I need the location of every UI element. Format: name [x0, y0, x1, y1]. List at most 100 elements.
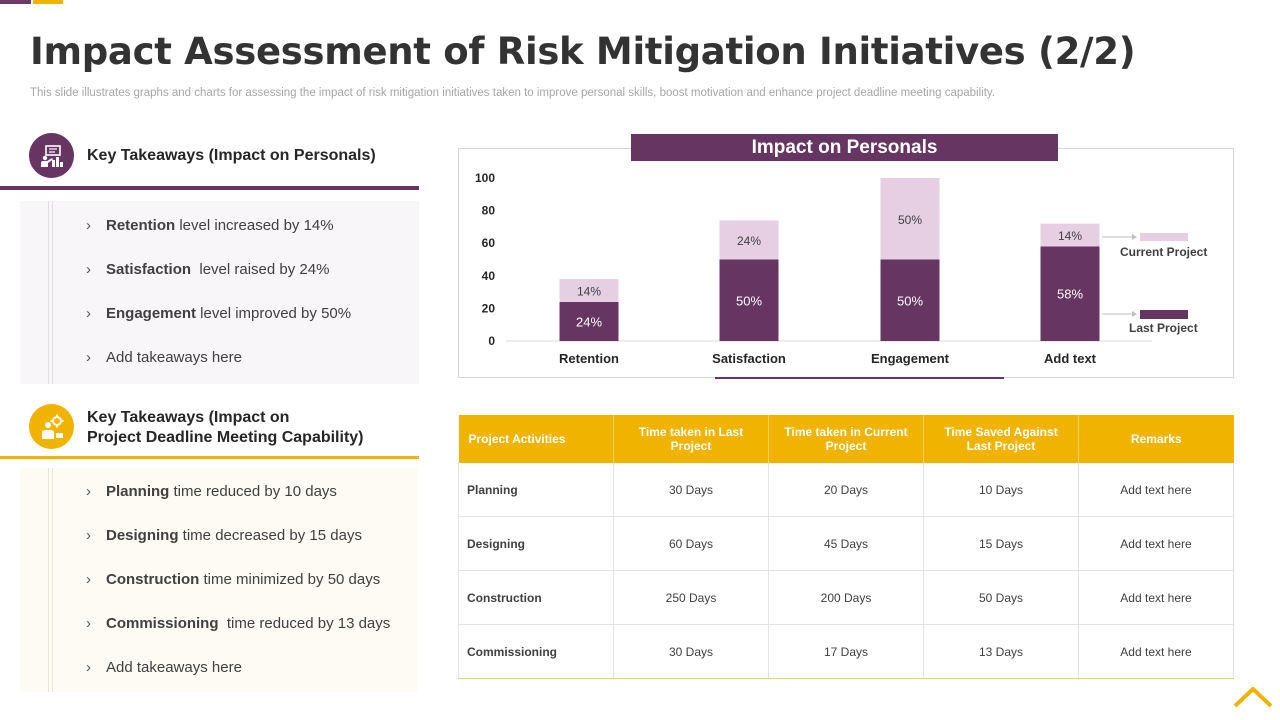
- table-cell: 10 Days: [923, 463, 1079, 517]
- takeaway-keyword: Retention: [106, 217, 176, 234]
- table-cell: 13 Days: [923, 624, 1079, 679]
- table-header-cell: Project Activities: [458, 415, 614, 463]
- chart-title: Impact on Personals: [631, 134, 1058, 161]
- takeaway-keyword: Satisfaction: [106, 261, 192, 278]
- takeaway-item: › Planning time reduced by 10 days: [86, 483, 337, 500]
- y-tick-label: 20: [482, 301, 496, 315]
- x-category-label: Retention: [559, 351, 619, 366]
- table-row: Construction 250 Days 200 Days 50 Days Add t…: [458, 570, 1234, 625]
- bar-current-project: [880, 178, 940, 260]
- table-cell: 250 Days: [613, 570, 769, 625]
- legend-label-last: Last Project: [1129, 321, 1198, 335]
- y-tick-label: 60: [482, 236, 496, 250]
- takeaway-keyword: Designing: [106, 527, 179, 544]
- table-header-cell: Time taken in Last Project: [613, 415, 769, 463]
- presentation-icon: [29, 133, 74, 178]
- x-category-label: Satisfaction: [712, 351, 786, 366]
- home-icon[interactable]: [1232, 684, 1274, 715]
- table-row: Commissioning 30 Days 17 Days 13 Days Add te…: [458, 624, 1234, 679]
- table-cell: Planning: [458, 463, 614, 517]
- takeaway-item: › Commissioning time reduced by 13 days: [86, 615, 390, 632]
- table-row: Designing 60 Days 45 Days 15 Days Add text h…: [458, 516, 1234, 571]
- chevron-right-icon: ›: [86, 217, 91, 234]
- table-cell: Commissioning: [458, 624, 614, 679]
- takeaway-keyword: Commissioning: [106, 615, 219, 632]
- bar-last-project: [880, 259, 940, 341]
- personals-divider: [0, 186, 419, 190]
- data-label-current-project: 14%: [1058, 229, 1082, 243]
- table-header-cell: Time taken in Current Project: [768, 415, 924, 463]
- takeaway-text: time reduced by 10 days: [169, 483, 337, 500]
- project-activities-table: Project Activities Time taken in Last Pro…: [458, 415, 1234, 679]
- table-cell: Add text here: [1078, 624, 1234, 679]
- deadline-heading-line1: Key Takeaways (Impact on: [87, 409, 290, 426]
- takeaway-text: time minimized by 50 days: [199, 571, 381, 588]
- takeaway-text: level increased by 14%: [175, 217, 334, 234]
- table-cell: 60 Days: [613, 516, 769, 571]
- legend-swatch-current: [1140, 233, 1188, 241]
- table-row: Planning 30 Days 20 Days 10 Days Add text he…: [458, 463, 1234, 517]
- bar-current-project: [559, 279, 619, 302]
- legend-swatch-last: [1140, 310, 1188, 319]
- y-tick-label: 40: [482, 269, 496, 283]
- table-body: Planning 30 Days 20 Days 10 Days Add text he…: [458, 463, 1234, 679]
- legend-pointer-arrow: [1132, 234, 1137, 240]
- y-tick-label: 0: [488, 334, 495, 348]
- deadline-heading-line2: Project Deadline Meeting Capability): [87, 429, 364, 446]
- takeaway-keyword: Engagement: [106, 305, 197, 322]
- takeaway-text: Add takeaways here: [106, 659, 242, 676]
- table-cell: 20 Days: [768, 463, 924, 517]
- personals-takeaways-panel: [20, 201, 419, 384]
- takeaway-text: time reduced by 13 days: [218, 615, 391, 632]
- table-cell: Add text here: [1078, 463, 1234, 517]
- x-category-label: Add text: [1044, 351, 1097, 366]
- takeaway-item: › Add takeaways here: [86, 349, 242, 366]
- data-label-last-project: 50%: [897, 293, 923, 308]
- deadline-takeaways-panel: [20, 468, 417, 692]
- table-header-cell: Remarks: [1078, 415, 1234, 463]
- chevron-right-icon: ›: [86, 615, 91, 632]
- x-category-label: Engagement: [871, 351, 950, 366]
- chevron-right-icon: ›: [86, 527, 91, 544]
- table-cell: Construction: [458, 570, 614, 625]
- table-cell: 50 Days: [923, 570, 1079, 625]
- takeaway-item: › Construction time minimized by 50 days: [86, 571, 380, 588]
- personals-heading: Key Takeaways (Impact on Personals): [87, 147, 376, 164]
- table-cell: 45 Days: [768, 516, 924, 571]
- data-label-last-project: 24%: [576, 314, 602, 329]
- top-accent-bar: [0, 0, 31, 4]
- chevron-right-icon: ›: [86, 349, 91, 366]
- legend-pointer-arrow: [1132, 311, 1137, 317]
- chevron-right-icon: ›: [86, 659, 91, 676]
- data-label-last-project: 50%: [736, 293, 762, 308]
- page-title: Impact Assessment of Risk Mitigation Ini…: [30, 30, 1136, 73]
- chevron-right-icon: ›: [86, 483, 91, 500]
- table-header-cell: Time Saved Against Last Project: [923, 415, 1079, 463]
- impact-on-personals-chart: 0 20 40 60 80 100 24% 14% Retention 50% 24% Satisfa…: [475, 171, 1207, 366]
- top-accent-bar: [33, 0, 63, 4]
- takeaway-item: › Engagement level improved by 50%: [86, 305, 351, 322]
- table-cell: Designing: [458, 516, 614, 571]
- table-cell: 30 Days: [613, 463, 769, 517]
- chevron-right-icon: ›: [86, 261, 91, 278]
- table-cell: Add text here: [1078, 516, 1234, 571]
- takeaway-item: › Add takeaways here: [86, 659, 242, 676]
- table-cell: 200 Days: [768, 570, 924, 625]
- takeaway-text: level raised by 24%: [191, 261, 330, 278]
- chevron-right-icon: ›: [86, 305, 91, 322]
- takeaway-text: Add takeaways here: [106, 349, 242, 366]
- takeaway-keyword: Construction: [106, 571, 200, 588]
- takeaway-keyword: Planning: [106, 483, 170, 500]
- chevron-right-icon: ›: [86, 571, 91, 588]
- table-cell: Add text here: [1078, 570, 1234, 625]
- deadline-divider: [0, 456, 419, 459]
- table-cell: 15 Days: [923, 516, 1079, 571]
- takeaway-item: › Retention level increased by 14%: [86, 217, 334, 234]
- data-label-current-project: 50%: [898, 213, 922, 227]
- legend-label-current: Current Project: [1120, 245, 1207, 259]
- takeaway-item: › Designing time decreased by 15 days: [86, 527, 362, 544]
- bar-last-project: [719, 259, 779, 341]
- bar-current-project: [719, 220, 779, 260]
- y-tick-label: 100: [475, 171, 495, 185]
- data-label-current-project: 24%: [737, 234, 761, 248]
